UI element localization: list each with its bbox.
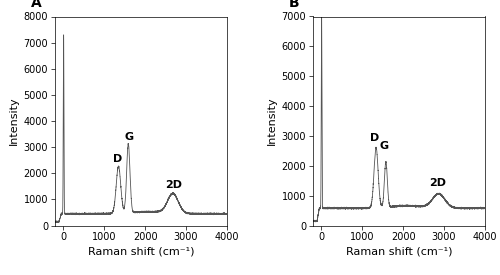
Text: 2D: 2D	[166, 180, 182, 190]
X-axis label: Raman shift (cm⁻¹): Raman shift (cm⁻¹)	[88, 247, 194, 257]
Y-axis label: Intensity: Intensity	[10, 97, 20, 145]
Text: D: D	[114, 154, 122, 164]
Text: B: B	[289, 0, 300, 10]
X-axis label: Raman shift (cm⁻¹): Raman shift (cm⁻¹)	[346, 247, 452, 257]
Text: G: G	[124, 132, 134, 142]
Text: 2D: 2D	[430, 178, 446, 188]
Text: A: A	[31, 0, 42, 10]
Y-axis label: Intensity: Intensity	[268, 97, 278, 145]
Text: D: D	[370, 133, 379, 143]
Text: G: G	[380, 141, 389, 151]
